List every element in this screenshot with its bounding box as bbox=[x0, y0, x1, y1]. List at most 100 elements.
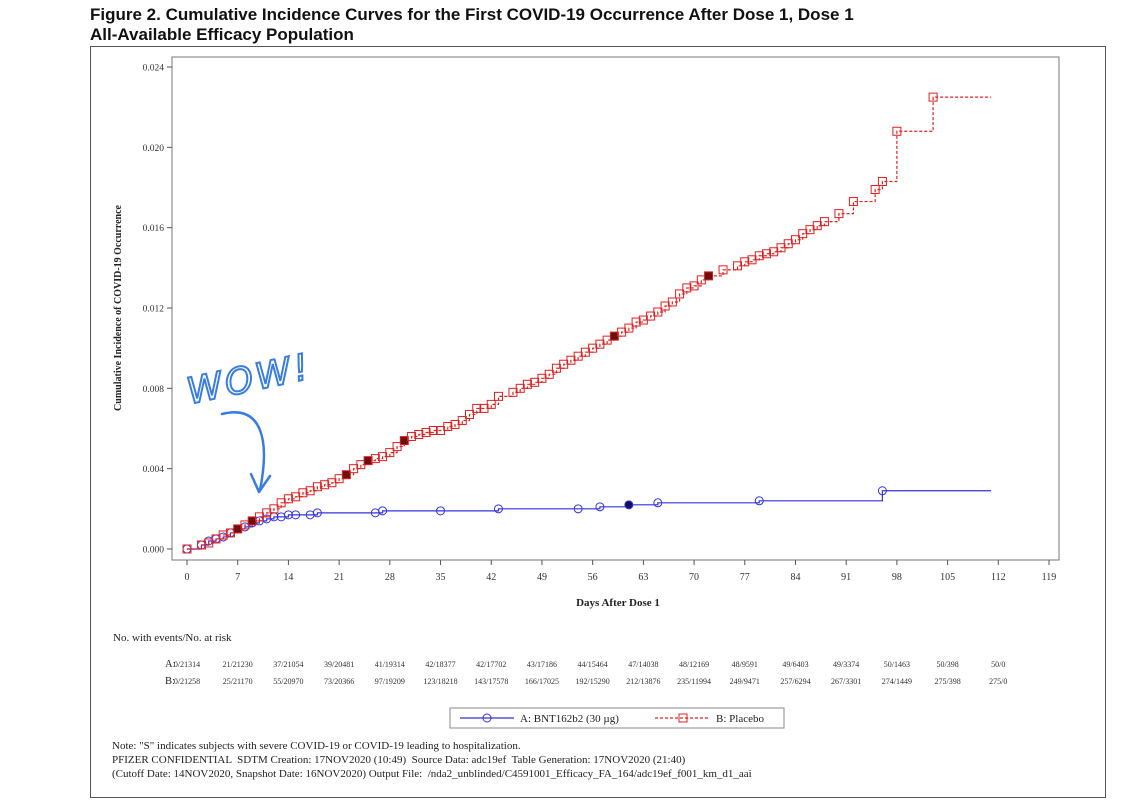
risk-cell: 41/19314 bbox=[375, 660, 405, 669]
y-tick-label: 0.016 bbox=[143, 224, 165, 234]
event-marker bbox=[653, 307, 663, 317]
risk-cell: 274/1449 bbox=[882, 677, 912, 686]
severe-event-marker bbox=[624, 500, 634, 510]
footnote-line2: PFIZER CONFIDENTIAL SDTM Creation: 17NOV… bbox=[112, 754, 686, 766]
event-marker bbox=[378, 506, 388, 516]
event-marker bbox=[718, 265, 728, 275]
event-marker bbox=[682, 283, 692, 293]
event-marker bbox=[522, 379, 532, 389]
y-tick-label: 0.024 bbox=[143, 64, 165, 74]
risk-cell: 50/1463 bbox=[884, 660, 910, 669]
event-marker bbox=[218, 530, 228, 540]
event-marker bbox=[465, 409, 475, 419]
event-marker bbox=[573, 504, 583, 514]
legend-box bbox=[449, 707, 785, 729]
event-marker bbox=[385, 448, 395, 458]
series-line-placebo bbox=[187, 96, 992, 550]
x-tick-label: 91 bbox=[841, 572, 851, 583]
event-marker bbox=[870, 185, 880, 195]
event-marker bbox=[320, 480, 330, 490]
event-marker bbox=[283, 510, 293, 520]
event-marker bbox=[819, 217, 829, 227]
event-marker bbox=[544, 369, 554, 379]
legend-marker-placebo bbox=[678, 713, 688, 723]
x-tick-label: 49 bbox=[537, 572, 547, 583]
event-marker bbox=[283, 494, 293, 504]
series-line-bnt162b2 bbox=[187, 490, 992, 550]
risk-cell: 267/3301 bbox=[831, 677, 861, 686]
x-tick-label: 105 bbox=[940, 572, 955, 583]
risk-cell: 48/9591 bbox=[732, 660, 758, 669]
x-axis-label: Days After Dose 1 bbox=[576, 597, 660, 609]
x-tick-label: 98 bbox=[892, 572, 902, 583]
y-tick-label: 0.004 bbox=[143, 465, 165, 475]
risk-cell: 50/0 bbox=[991, 660, 1005, 669]
event-marker bbox=[624, 323, 634, 333]
event-marker bbox=[407, 432, 417, 442]
x-tick-label: 112 bbox=[991, 572, 1006, 583]
y-tick-label: 0.000 bbox=[143, 546, 165, 556]
legend-label-placebo: B: Placebo bbox=[716, 713, 764, 725]
event-marker bbox=[740, 257, 750, 267]
x-tick-label: 84 bbox=[790, 572, 800, 583]
event-marker bbox=[486, 399, 496, 409]
x-tick-label: 56 bbox=[588, 572, 598, 583]
x-tick-label: 35 bbox=[436, 572, 446, 583]
event-marker bbox=[689, 281, 699, 291]
annotation-arrow bbox=[220, 411, 266, 492]
risk-cell: 166/17025 bbox=[525, 677, 559, 686]
x-tick-label: 21 bbox=[334, 572, 344, 583]
risk-cell: 249/9471 bbox=[730, 677, 760, 686]
x-tick-label: 7 bbox=[235, 572, 240, 583]
risk-cell: 0/21258 bbox=[174, 677, 200, 686]
risk-cell: 257/6294 bbox=[780, 677, 810, 686]
risk-cell: 42/18377 bbox=[425, 660, 455, 669]
figure-title-line2: All-Available Efficacy Population bbox=[90, 25, 354, 44]
severe-event-marker bbox=[363, 456, 373, 466]
risk-cell: 44/15464 bbox=[578, 660, 608, 669]
annotation-text: WOW! bbox=[183, 347, 315, 413]
event-marker bbox=[761, 249, 771, 259]
event-marker bbox=[848, 197, 858, 207]
y-axis-label: Cumulative Incidence of COVID-19 Occurre… bbox=[113, 204, 124, 410]
x-tick-label: 70 bbox=[689, 572, 699, 583]
event-marker bbox=[631, 317, 641, 327]
event-marker bbox=[675, 289, 685, 299]
severe-event-marker bbox=[341, 470, 351, 480]
event-marker bbox=[877, 176, 887, 186]
x-tick-label: 119 bbox=[1042, 572, 1057, 583]
event-marker bbox=[421, 428, 431, 438]
risk-row-label: A: bbox=[165, 659, 176, 670]
x-tick-label: 77 bbox=[740, 572, 750, 583]
x-tick-label: 63 bbox=[638, 572, 648, 583]
risk-cell: 50/398 bbox=[936, 660, 958, 669]
event-marker bbox=[298, 488, 308, 498]
event-marker bbox=[834, 209, 844, 219]
risk-cell: 235/11994 bbox=[677, 677, 711, 686]
risk-cell: 43/17186 bbox=[527, 660, 557, 669]
x-tick-label: 42 bbox=[486, 572, 496, 583]
event-marker bbox=[653, 498, 663, 508]
event-marker bbox=[414, 430, 424, 440]
event-marker bbox=[892, 126, 902, 136]
risk-cell: 192/15290 bbox=[576, 677, 610, 686]
x-tick-label: 28 bbox=[385, 572, 395, 583]
risk-cell: 37/21054 bbox=[273, 660, 303, 669]
risk-cell: 49/3374 bbox=[833, 660, 859, 669]
event-marker bbox=[472, 403, 482, 413]
risk-cell: 39/20481 bbox=[324, 660, 354, 669]
severe-event-marker bbox=[704, 271, 714, 281]
event-marker bbox=[443, 421, 453, 431]
event-marker bbox=[754, 251, 764, 261]
risk-table-title: No. with events/No. at risk bbox=[113, 632, 232, 644]
event-marker bbox=[595, 502, 605, 512]
risk-cell: 48/12169 bbox=[679, 660, 709, 669]
event-marker bbox=[312, 482, 322, 492]
event-marker bbox=[457, 415, 467, 425]
figure-title: Figure 2. Cumulative Incidence Curves fo… bbox=[90, 5, 1090, 45]
risk-cell: 275/0 bbox=[989, 677, 1007, 686]
risk-cell: 49/6403 bbox=[782, 660, 808, 669]
event-marker bbox=[790, 235, 800, 245]
y-tick-label: 0.020 bbox=[143, 144, 165, 154]
